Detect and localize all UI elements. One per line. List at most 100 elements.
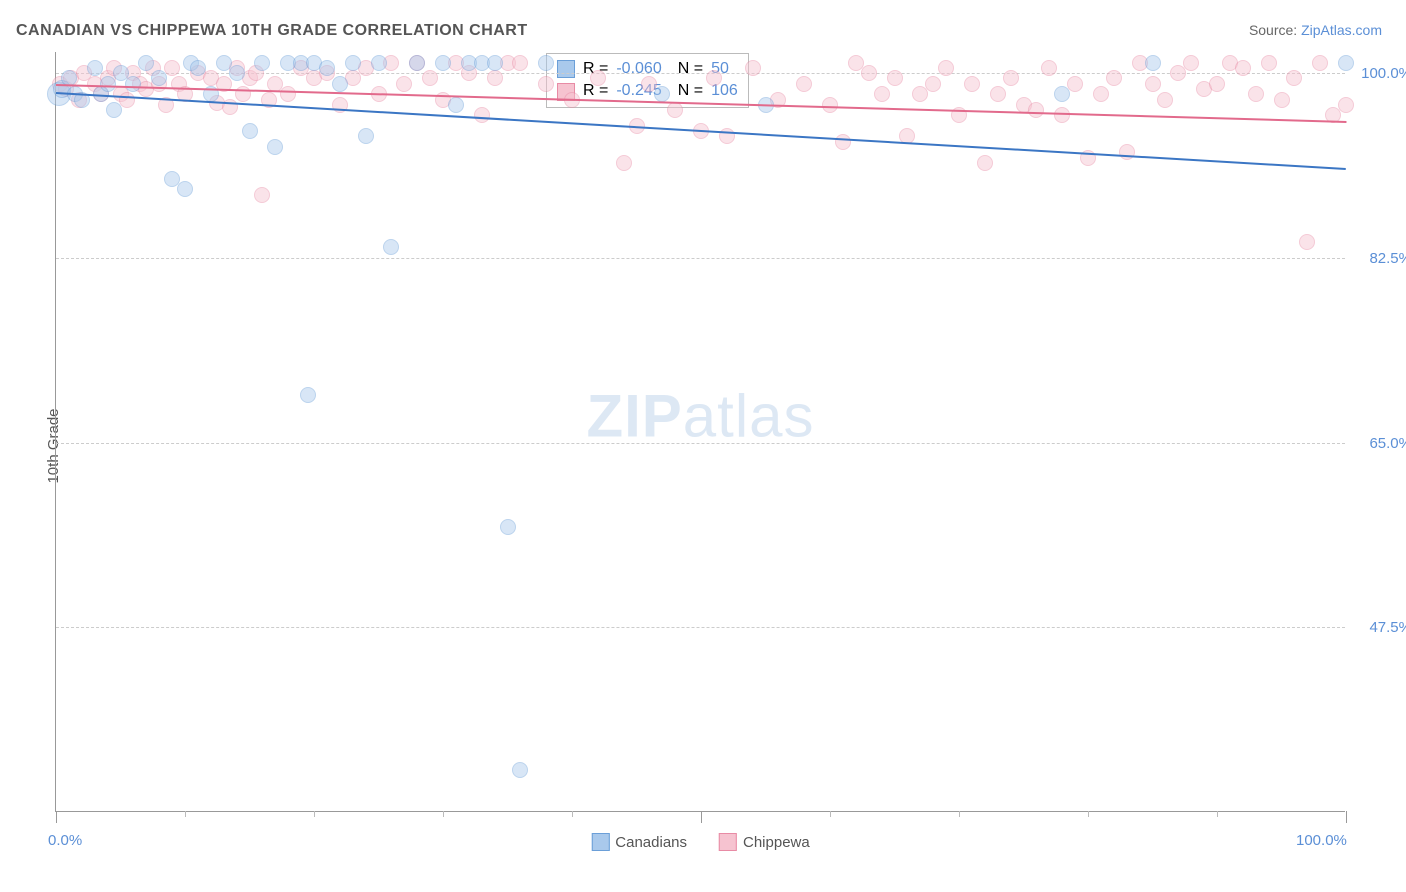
data-point-chippewa — [474, 107, 490, 123]
legend-item-canadians: Canadians — [591, 833, 687, 851]
data-point-chippewa — [1338, 97, 1354, 113]
data-point-chippewa — [1209, 76, 1225, 92]
x-tick-label: 0.0% — [48, 832, 82, 849]
watermark-zip: ZIP — [586, 383, 682, 450]
data-point-canadians — [106, 102, 122, 118]
data-point-chippewa — [1106, 70, 1122, 86]
data-point-chippewa — [912, 86, 928, 102]
data-point-chippewa — [422, 70, 438, 86]
swatch-canadians — [557, 60, 575, 78]
data-point-canadians — [138, 55, 154, 71]
data-point-chippewa — [887, 70, 903, 86]
data-point-canadians — [332, 76, 348, 92]
x-tick-minor — [443, 811, 444, 817]
data-point-chippewa — [538, 76, 554, 92]
data-point-canadians — [358, 128, 374, 144]
data-point-canadians — [87, 60, 103, 76]
data-point-canadians — [125, 76, 141, 92]
data-point-chippewa — [1119, 144, 1135, 160]
data-point-chippewa — [254, 187, 270, 203]
data-point-chippewa — [1286, 70, 1302, 86]
data-point-canadians — [1145, 55, 1161, 71]
data-point-canadians — [448, 97, 464, 113]
data-point-canadians — [177, 181, 193, 197]
legend: Canadians Chippewa — [591, 833, 809, 851]
gridline — [56, 443, 1345, 444]
data-point-chippewa — [796, 76, 812, 92]
data-point-canadians — [538, 55, 554, 71]
source-label: Source: — [1249, 22, 1297, 38]
x-tick-major — [701, 811, 702, 823]
data-point-canadians — [500, 519, 516, 535]
x-tick-minor — [830, 811, 831, 817]
data-point-chippewa — [667, 102, 683, 118]
data-point-canadians — [487, 55, 503, 71]
data-point-chippewa — [487, 70, 503, 86]
x-tick-minor — [314, 811, 315, 817]
data-point-chippewa — [1235, 60, 1251, 76]
data-point-canadians — [319, 60, 335, 76]
gridline — [56, 258, 1345, 259]
legend-label-canadians: Canadians — [615, 834, 687, 851]
source-credit: Source: ZipAtlas.com — [1249, 22, 1382, 38]
data-point-canadians — [151, 70, 167, 86]
data-point-chippewa — [164, 60, 180, 76]
data-point-chippewa — [616, 155, 632, 171]
data-point-chippewa — [874, 86, 890, 102]
data-point-canadians — [300, 387, 316, 403]
data-point-canadians — [267, 139, 283, 155]
data-point-chippewa — [1003, 70, 1019, 86]
data-point-chippewa — [1274, 92, 1290, 108]
data-point-chippewa — [745, 60, 761, 76]
x-tick-minor — [959, 811, 960, 817]
data-point-chippewa — [1067, 76, 1083, 92]
data-point-chippewa — [925, 76, 941, 92]
y-tick-label: 100.0% — [1352, 65, 1406, 82]
data-point-chippewa — [1041, 60, 1057, 76]
data-point-chippewa — [280, 86, 296, 102]
data-point-chippewa — [835, 134, 851, 150]
data-point-chippewa — [590, 70, 606, 86]
data-point-chippewa — [1054, 107, 1070, 123]
x-tick-minor — [1088, 811, 1089, 817]
data-point-chippewa — [1157, 92, 1173, 108]
x-tick-minor — [1217, 811, 1218, 817]
plot-area: ZIPatlas R = -0.060 N = 50 R = -0.245 N … — [55, 52, 1345, 812]
data-point-chippewa — [1145, 76, 1161, 92]
watermark-atlas: atlas — [683, 383, 815, 450]
data-point-canadians — [242, 123, 258, 139]
data-point-chippewa — [990, 86, 1006, 102]
y-tick-label: 82.5% — [1352, 250, 1406, 267]
data-point-canadians — [100, 76, 116, 92]
data-point-chippewa — [396, 76, 412, 92]
data-point-chippewa — [1299, 234, 1315, 250]
data-point-chippewa — [1183, 55, 1199, 71]
data-point-chippewa — [119, 92, 135, 108]
data-point-chippewa — [1028, 102, 1044, 118]
data-point-chippewa — [977, 155, 993, 171]
x-tick-minor — [185, 811, 186, 817]
data-point-chippewa — [1170, 65, 1186, 81]
data-point-chippewa — [964, 76, 980, 92]
data-point-canadians — [383, 239, 399, 255]
x-tick-major — [56, 811, 57, 823]
swatch-canadians — [591, 833, 609, 851]
data-point-canadians — [409, 55, 425, 71]
gridline — [56, 627, 1345, 628]
n-label: N = — [678, 80, 703, 102]
data-point-canadians — [345, 55, 361, 71]
data-point-canadians — [229, 65, 245, 81]
data-point-canadians — [190, 60, 206, 76]
data-point-chippewa — [822, 97, 838, 113]
data-point-chippewa — [1093, 86, 1109, 102]
source-link[interactable]: ZipAtlas.com — [1301, 22, 1382, 38]
data-point-chippewa — [512, 55, 528, 71]
x-tick-minor — [572, 811, 573, 817]
data-point-canadians — [1338, 55, 1354, 71]
legend-label-chippewa: Chippewa — [743, 834, 810, 851]
data-point-chippewa — [861, 65, 877, 81]
data-point-chippewa — [1248, 86, 1264, 102]
watermark: ZIPatlas — [586, 382, 814, 451]
data-point-chippewa — [706, 70, 722, 86]
data-point-canadians — [654, 86, 670, 102]
